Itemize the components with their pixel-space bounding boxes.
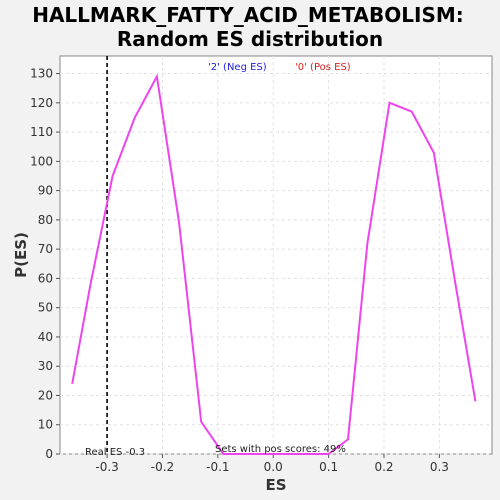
y-tick-label: 120 <box>30 96 53 110</box>
legend-neg-es: '2' (Neg ES) <box>208 62 267 73</box>
y-tick-label: 100 <box>30 154 53 168</box>
chart-title-line2: Random ES distribution <box>117 27 383 51</box>
y-tick-label: 0 <box>45 447 53 461</box>
pos-scores-label: Sets with pos scores: 49% <box>215 444 346 455</box>
chart-title-line1: HALLMARK_FATTY_ACID_METABOLISM: <box>32 3 464 27</box>
real-es-label: Real ES -0.3 <box>85 447 145 458</box>
y-axis-label: P(ES) <box>12 232 30 278</box>
grid-lines <box>60 56 492 455</box>
x-axis-label: ES <box>265 476 286 494</box>
y-tick-label: 30 <box>38 359 53 373</box>
x-tick-label: -0.2 <box>151 460 174 474</box>
y-tick-label: 10 <box>38 418 53 432</box>
x-tick-label: 0.2 <box>374 460 393 474</box>
series-line <box>71 73 477 455</box>
y-tick-label: 70 <box>38 242 53 256</box>
y-tick-label: 110 <box>30 125 53 139</box>
x-tick-label: 0.0 <box>264 460 283 474</box>
y-tick-label: 90 <box>38 184 53 198</box>
y-tick-label: 20 <box>38 388 53 402</box>
y-tick-label: 40 <box>38 330 53 344</box>
x-axis-ticks: -0.3 -0.2 -0.1 0.0 0.1 0.2 0.3 <box>95 454 449 474</box>
legend-pos-es: '0' (Pos ES) <box>295 62 351 73</box>
x-tick-label: 0.3 <box>430 460 449 474</box>
x-tick-label: -0.3 <box>95 460 118 474</box>
y-tick-label: 50 <box>38 301 53 315</box>
y-tick-label: 80 <box>38 213 53 227</box>
x-tick-label: 0.1 <box>319 460 338 474</box>
y-tick-label: 130 <box>30 67 53 81</box>
y-tick-label: 60 <box>38 271 53 285</box>
y-axis-ticks: 0 10 20 30 40 50 60 70 80 90 100 110 120 130 <box>30 67 60 461</box>
plot-area <box>59 55 493 455</box>
x-tick-label: -0.1 <box>206 460 229 474</box>
